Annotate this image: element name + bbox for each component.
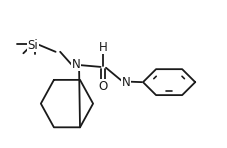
Text: N: N [72, 58, 80, 71]
Text: O: O [99, 80, 108, 93]
Text: Si: Si [27, 39, 38, 52]
Text: N: N [122, 76, 130, 89]
Text: H: H [99, 41, 108, 54]
